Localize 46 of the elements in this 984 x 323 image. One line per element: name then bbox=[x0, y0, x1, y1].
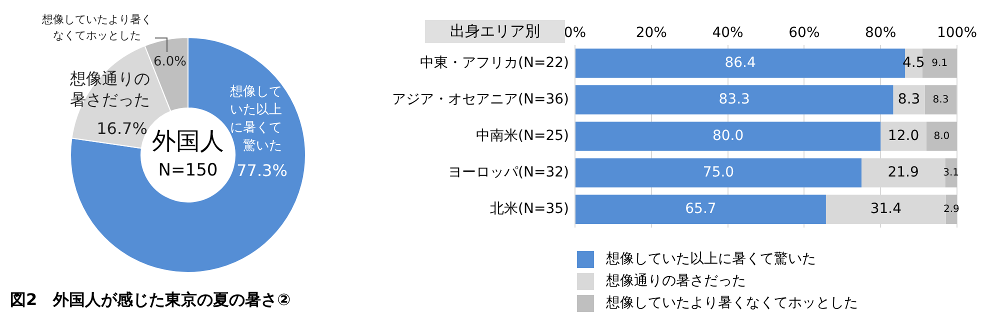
data-label: 3.1 bbox=[943, 167, 960, 178]
text: 外国人 bbox=[152, 127, 224, 156]
bar bbox=[924, 85, 957, 114]
bar bbox=[576, 122, 881, 151]
x-tick-label: 20% bbox=[636, 25, 667, 42]
bar bbox=[926, 122, 957, 151]
bar bbox=[576, 85, 894, 114]
y-tick-label: 北米(N=35) bbox=[490, 200, 569, 217]
data-label: 77.3% bbox=[236, 161, 288, 180]
slice-label: 想像通りの暑さだった bbox=[69, 69, 150, 110]
y-axis-title: 出身エリア別 bbox=[425, 20, 565, 43]
y-tick-label: アジア・オセアニア(N=36) bbox=[392, 91, 569, 108]
data-label: 6.0% bbox=[153, 54, 187, 70]
data-label: 65.7 bbox=[685, 200, 716, 217]
text: 図2 外国人が感じた東京の夏の暑さ② bbox=[10, 290, 291, 311]
data-label: 8.3 bbox=[932, 94, 949, 106]
data-label: 83.3 bbox=[718, 91, 750, 108]
data-label: 16.7% bbox=[96, 119, 148, 138]
data-label: 9.1 bbox=[932, 58, 948, 69]
data-label: 8.0 bbox=[934, 130, 950, 142]
data-label: 12.0 bbox=[888, 128, 920, 144]
x-tick-label: 0% bbox=[564, 25, 586, 42]
x-tick-label: 100% bbox=[936, 25, 978, 42]
data-label: 8.3 bbox=[898, 91, 920, 108]
bar bbox=[576, 194, 826, 224]
text: N=150 bbox=[158, 160, 218, 180]
legend-label: 想像していたより暑くなくてホッとした bbox=[606, 294, 858, 313]
x-tick-label: 40% bbox=[712, 25, 744, 42]
bar bbox=[893, 85, 925, 114]
y-tick-label: ヨーロッパ(N=32) bbox=[448, 164, 569, 180]
data-label: 86.4 bbox=[724, 54, 756, 71]
data-label: 75.0 bbox=[702, 164, 734, 180]
data-label: 21.9 bbox=[888, 164, 919, 180]
slice-label: 想像していた以上に暑くて驚いた bbox=[229, 84, 282, 154]
slice-label: 想像していたより暑くなくてホッとした bbox=[41, 12, 152, 42]
data-label: 31.4 bbox=[870, 200, 902, 217]
legend-label: 想像通りの暑さだった bbox=[606, 272, 746, 291]
data-label: 80.0 bbox=[712, 128, 744, 144]
x-tick-label: 60% bbox=[788, 25, 820, 42]
data-label: 2.9 bbox=[943, 204, 960, 215]
legend-label: 想像していた以上に暑くて驚いた bbox=[606, 250, 816, 269]
bar bbox=[576, 158, 862, 188]
x-tick-label: 80% bbox=[865, 25, 896, 42]
y-tick-label: 中南米(N=25) bbox=[476, 128, 569, 144]
y-tick-label: 中東・アフリカ(N=22) bbox=[420, 54, 569, 71]
bar bbox=[922, 48, 957, 78]
